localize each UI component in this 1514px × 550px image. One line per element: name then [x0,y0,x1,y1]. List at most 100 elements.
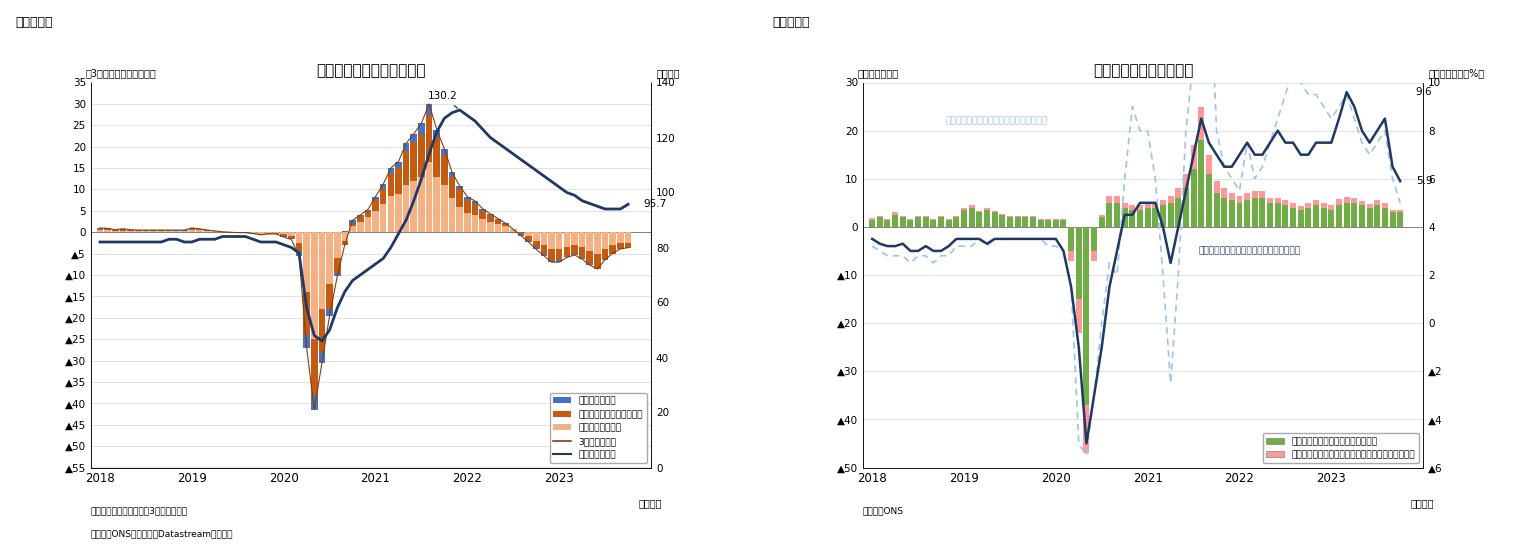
Bar [433,130,441,138]
Bar [357,222,363,232]
Bar [380,184,386,189]
Bar [295,232,303,243]
Bar [939,216,945,217]
Bar [1152,207,1158,227]
Bar [1328,210,1334,227]
Bar [1328,205,1334,210]
Bar [104,229,111,230]
Bar [418,177,425,232]
Bar [204,231,210,232]
Bar [350,226,356,232]
Bar [518,234,524,235]
Bar [488,222,494,232]
Text: （図表３）: （図表３） [15,16,53,30]
Bar [1107,203,1113,227]
Bar [480,208,486,211]
Bar [984,210,990,227]
Bar [365,211,371,217]
Bar [280,234,288,236]
Bar [1343,203,1349,227]
Bar [1313,200,1319,205]
Bar [1343,197,1349,203]
Bar [142,231,150,232]
Bar [1022,217,1028,227]
Bar [1160,205,1166,227]
Bar [571,232,578,245]
Bar [1182,174,1188,188]
Bar [265,232,271,233]
Bar [1007,217,1013,227]
Bar [456,207,463,232]
Bar [610,245,616,254]
3か月前との差 [321,312,339,319]
Bar [488,215,494,222]
Bar [884,219,890,227]
Bar [1205,155,1211,174]
Bar [571,245,578,254]
Bar [999,214,1005,215]
Bar [1190,169,1196,227]
Bar [1260,191,1266,198]
Bar [618,243,624,249]
Bar [1390,210,1396,212]
Bar [1198,107,1204,140]
Bar [563,256,571,257]
Bar [180,231,188,232]
Bar [1160,200,1166,205]
Bar [540,254,547,256]
Bar [1122,203,1128,207]
求人数（右軸） [313,338,332,344]
Bar [1076,299,1083,333]
Text: 130.2: 130.2 [427,91,457,108]
Bar [610,232,616,245]
Bar [1282,205,1288,227]
Bar [525,232,531,236]
Bar [197,229,203,230]
Bar [1145,207,1151,227]
Bar [1335,200,1341,205]
Bar [571,254,578,255]
Bar [578,232,586,247]
Bar [441,185,448,232]
Bar [601,232,609,249]
Bar [327,232,333,284]
Bar [1084,405,1090,453]
Bar [1275,198,1281,203]
Bar [503,226,509,232]
Bar [977,211,983,212]
Bar [372,200,378,211]
Bar [969,205,975,207]
Bar [173,231,180,232]
Bar [472,201,478,205]
Bar [1122,207,1128,227]
Bar [425,114,433,162]
Bar [1084,227,1090,405]
Bar [1297,210,1304,227]
Bar [495,219,501,224]
Bar [327,284,333,309]
Bar [1313,205,1319,227]
Bar [1167,196,1173,203]
Bar [495,218,501,219]
Bar [1060,219,1066,227]
Bar [1260,198,1266,227]
求人数（右軸） [557,189,575,196]
Bar [425,104,433,114]
Bar [1320,207,1326,227]
Bar [380,205,386,232]
Bar [1007,216,1013,217]
Bar [1175,188,1181,198]
求人数（右軸） [251,239,269,245]
Text: （月次）: （月次） [639,498,662,508]
Bar [350,224,356,226]
Text: （3か月前との差、万人）: （3か月前との差、万人） [85,69,156,79]
Bar [472,215,478,232]
Bar [1367,204,1373,207]
Bar [480,211,486,219]
Bar [1290,207,1296,227]
Bar [1305,203,1311,207]
求人数（右軸） [91,239,109,245]
Bar [1320,203,1326,207]
Bar [280,236,288,237]
Bar [335,232,341,258]
